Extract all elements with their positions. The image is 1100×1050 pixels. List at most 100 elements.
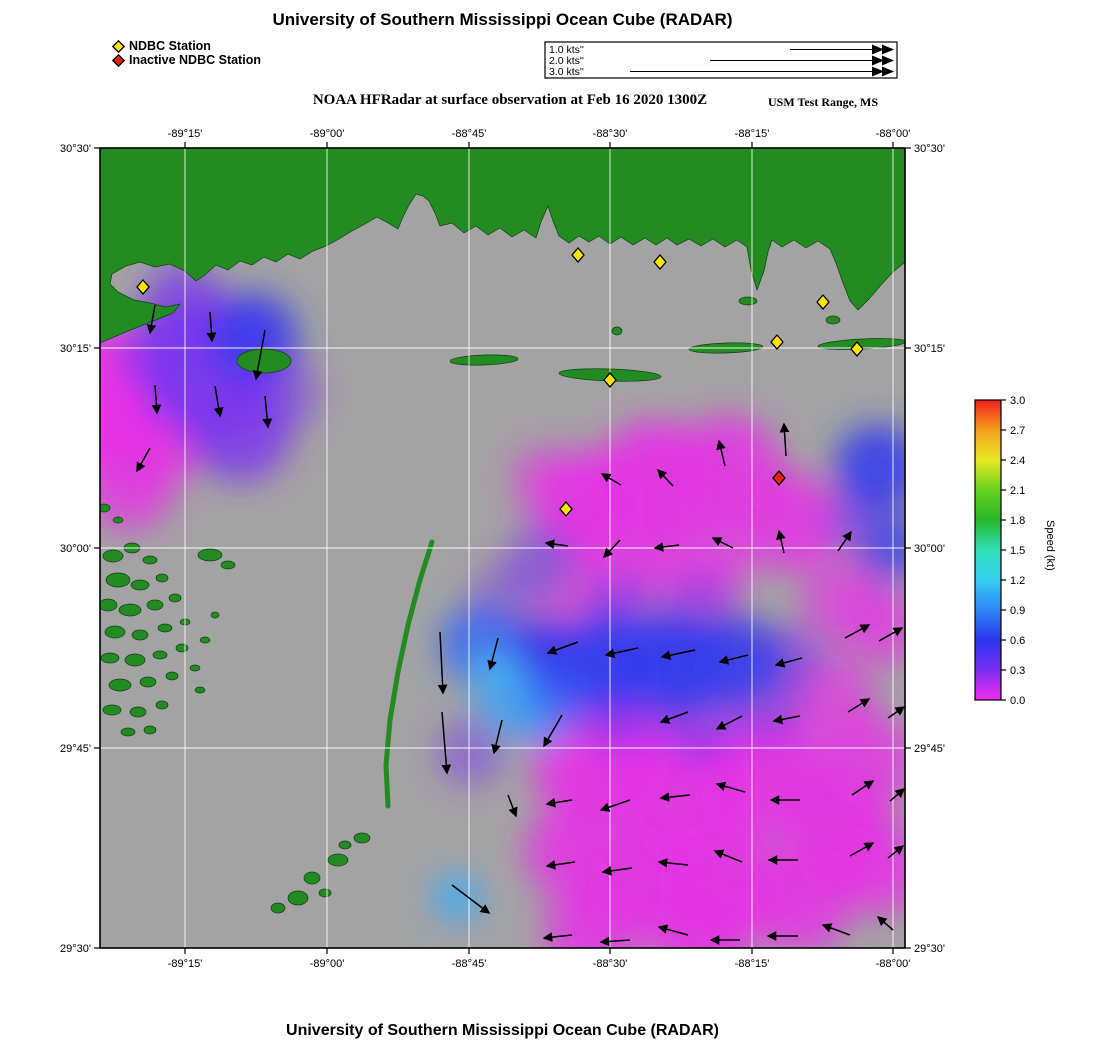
current-vector-arrow	[545, 860, 576, 870]
speed-field	[100, 260, 905, 948]
x-axis-tick-label: -88°30'	[593, 958, 628, 970]
colorbar-labels: 3.0 2.7 2.4 2.1 1.8 1.5 1.2 0.9 0.6 0.3 0.0	[1001, 395, 1025, 707]
colorbar-tick-label: 1.2	[1010, 575, 1025, 587]
marsh-island	[189, 664, 201, 672]
current-vector-arrow	[821, 923, 851, 936]
current-vector-arrow	[711, 537, 734, 549]
current-vector-arrow	[252, 329, 266, 381]
y-axis-tick-label: 29°30'	[60, 943, 91, 955]
marsh-island	[210, 611, 220, 619]
current-vector-arrow	[542, 932, 573, 942]
speed-blob	[511, 446, 579, 514]
current-vector-arrow	[213, 385, 224, 418]
speed-blob	[532, 670, 592, 730]
marsh-island	[175, 643, 189, 653]
current-vector-arrow	[772, 714, 801, 725]
marsh-island	[146, 599, 164, 611]
current-vector-arrow	[451, 884, 491, 914]
speed-blob	[525, 807, 615, 897]
current-vector-arrow	[545, 797, 573, 808]
marsh-island	[318, 888, 332, 898]
marsh-island	[194, 686, 206, 694]
current-vector-arrow	[599, 936, 631, 947]
barrier-island	[449, 354, 519, 366]
current-vector-arrow	[437, 631, 448, 695]
marsh-island	[129, 706, 147, 718]
marsh-island	[197, 548, 223, 562]
colorbar-tick-label: 0.0	[1010, 695, 1025, 707]
colorbar-tick-label: 0.3	[1010, 665, 1025, 677]
x-axis-tick-label: -88°30'	[593, 128, 628, 140]
current-vector-arrow	[878, 627, 904, 642]
marsh-island	[102, 549, 124, 563]
y-axis-tick-label: 30°00'	[60, 543, 91, 555]
current-vector-arrow	[716, 439, 726, 467]
stations	[136, 247, 864, 517]
current-vector-arrow	[887, 845, 905, 859]
ndbc-station-marker	[850, 341, 864, 357]
x-axis-tick-label: -88°45'	[452, 958, 487, 970]
marsh-island	[139, 676, 157, 688]
marsh-island	[338, 840, 352, 850]
marsh-island	[131, 629, 149, 641]
current-vector-arrow	[543, 714, 563, 748]
x-axis-tick-label: -89°00'	[310, 128, 345, 140]
marsh-island	[157, 623, 173, 633]
barrier-island	[825, 315, 841, 325]
marsh-island	[199, 636, 211, 644]
current-vector-arrow	[659, 792, 691, 802]
current-vector-arrow	[491, 719, 503, 755]
y-axis-tick-label: 29°30'	[914, 943, 945, 955]
current-vector-arrow	[656, 468, 674, 487]
speed-blob	[847, 590, 905, 666]
chandeleur-islands	[383, 539, 435, 809]
current-vector-arrow	[657, 858, 689, 868]
current-vector-arrow	[715, 781, 746, 793]
marsh-island	[168, 593, 182, 603]
legend-ndbc-row: NDBC Station	[112, 39, 261, 53]
speed-blob	[648, 883, 752, 948]
marsh-island	[120, 727, 136, 737]
marsh-island	[327, 853, 349, 867]
scale-arrow-head	[882, 66, 894, 77]
current-vector-arrow	[715, 715, 743, 730]
inactive-ndbc-station-label: Inactive NDBC Station	[129, 53, 261, 67]
ndbc-station-marker	[136, 279, 150, 295]
current-vectors	[136, 304, 906, 947]
y-axis-tick-label: 30°00'	[914, 543, 945, 555]
marsh-island	[130, 579, 150, 591]
current-vector-arrow	[604, 647, 639, 658]
speed-blob	[436, 718, 504, 786]
current-vector-arrow	[887, 706, 906, 719]
current-vector-arrow	[487, 637, 499, 671]
mainland-coast	[100, 148, 905, 344]
inactive-ndbc-station-icon	[112, 53, 125, 67]
y-axis-tick-label: 30°15'	[60, 343, 91, 355]
current-vector-arrow	[602, 539, 621, 559]
colorbar-tick-label: 1.8	[1010, 515, 1025, 527]
current-vector-arrow	[441, 711, 452, 775]
marsh-island	[104, 625, 126, 639]
ndbc-station-marker	[653, 254, 667, 270]
marsh-island	[102, 704, 122, 716]
scale-row-label: 3.0 kts''	[549, 66, 584, 78]
speed-blob	[834, 424, 905, 512]
colorbar-tick-label: 2.4	[1010, 455, 1025, 467]
marsh-island	[155, 700, 169, 710]
marsh-island	[100, 503, 111, 513]
current-vector-arrow	[849, 842, 875, 857]
current-vector-arrow	[844, 624, 871, 639]
current-vector-arrow	[718, 654, 749, 665]
speed-colorbar	[974, 399, 1002, 701]
marsh-island	[152, 650, 168, 660]
current-vector-arrow	[546, 641, 579, 655]
scale-row-label: 2.0 kts''	[549, 55, 584, 67]
barrier-island	[236, 348, 292, 374]
y-axis-tick-label: 30°15'	[914, 343, 945, 355]
ndbc-station-icon	[112, 39, 125, 53]
ndbc-station-marker	[603, 372, 617, 388]
scale-arrow-head	[872, 55, 884, 66]
marsh-island	[220, 560, 236, 570]
page-title: University of Southern Mississippi Ocean…	[272, 10, 733, 29]
